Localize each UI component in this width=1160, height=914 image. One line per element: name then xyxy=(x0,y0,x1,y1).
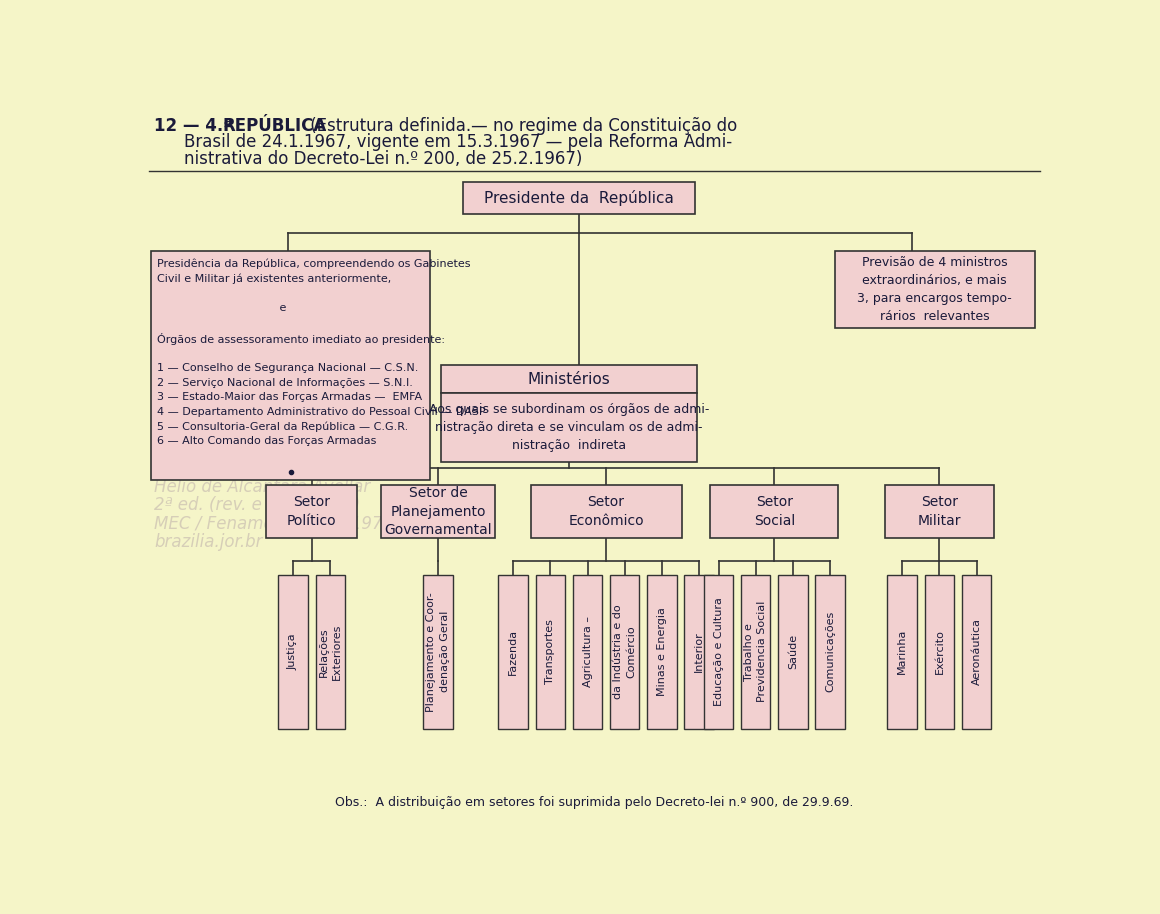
Text: brazilia.jor.br: brazilia.jor.br xyxy=(154,533,263,551)
Bar xyxy=(885,485,994,537)
Text: Aeronáutica: Aeronáutica xyxy=(972,618,981,686)
Text: Fazenda: Fazenda xyxy=(508,629,519,675)
Text: Educação e Cultura: Educação e Cultura xyxy=(713,598,724,707)
Bar xyxy=(704,575,733,728)
Text: Setor
Social: Setor Social xyxy=(754,495,795,527)
Bar xyxy=(684,575,713,728)
Text: Presidência da República, compreendendo os Gabinetes
Civil e Militar já existent: Presidência da República, compreendendo … xyxy=(158,259,486,446)
Text: Justiça: Justiça xyxy=(288,633,298,670)
Text: Brasil de 24.1.1967, vigente em 15.3.1967 — pela Reforma Admi-: Brasil de 24.1.1967, vigente em 15.3.196… xyxy=(183,133,732,151)
Bar xyxy=(962,575,992,728)
Bar xyxy=(278,575,307,728)
Bar xyxy=(530,485,682,537)
Bar xyxy=(423,575,452,728)
Text: Previsão de 4 ministros
extraordinários, e mais
3, para encargos tempo-
rários  : Previsão de 4 ministros extraordinários,… xyxy=(857,256,1012,323)
Bar xyxy=(741,575,770,728)
Text: Marinha: Marinha xyxy=(897,629,907,675)
Text: Comunicações: Comunicações xyxy=(825,611,835,693)
Bar xyxy=(463,182,695,215)
Bar xyxy=(499,575,528,728)
Text: nistrativa do Decreto-Lei n.º 200, de 25.2.1967): nistrativa do Decreto-Lei n.º 200, de 25… xyxy=(183,150,582,168)
Text: Setor
Econômico: Setor Econômico xyxy=(568,495,644,527)
Text: Interior: Interior xyxy=(694,632,704,672)
Text: Setor
Militar: Setor Militar xyxy=(918,495,962,527)
Bar xyxy=(441,366,697,393)
Text: da Indústria e do
Comércio: da Indústria e do Comércio xyxy=(614,604,637,699)
Text: e Econômica do Brasil: e Econômica do Brasil xyxy=(154,459,338,477)
Text: Presidente da  República: Presidente da República xyxy=(484,190,674,207)
Bar xyxy=(151,250,430,480)
Bar xyxy=(536,575,565,728)
Text: Exército: Exército xyxy=(934,630,944,675)
Text: Obs.:  A distribuição em setores foi suprimida pelo Decreto-lei n.º 900, de 29.9: Obs.: A distribuição em setores foi supr… xyxy=(335,796,854,809)
Text: Hélio de Alcântara Avellar: Hélio de Alcântara Avellar xyxy=(154,478,370,495)
Bar xyxy=(925,575,954,728)
Text: Saúde: Saúde xyxy=(788,634,798,669)
Text: História Administrativa: História Administrativa xyxy=(154,441,345,459)
Bar xyxy=(835,250,1035,327)
Bar xyxy=(573,575,602,728)
Bar xyxy=(710,485,839,537)
Text: Agricultura –: Agricultura – xyxy=(582,616,593,687)
Bar xyxy=(441,393,697,462)
Text: Setor de
Planejamento
Governamental: Setor de Planejamento Governamental xyxy=(384,486,492,537)
Bar xyxy=(778,575,807,728)
Bar xyxy=(815,575,844,728)
Text: Ministérios: Ministérios xyxy=(528,372,610,387)
Text: Minas e Energia: Minas e Energia xyxy=(657,607,667,696)
Text: Planejamento e Coor-
denação Geral: Planejamento e Coor- denação Geral xyxy=(427,592,450,712)
Text: REPÚBLICA: REPÚBLICA xyxy=(223,117,327,135)
Text: Aos quais se subordinam os órgãos de admi-
nistração direta e se vinculam os de : Aos quais se subordinam os órgãos de adm… xyxy=(429,403,709,452)
Text: 2ª ed. (rev. e atualizada): 2ª ed. (rev. e atualizada) xyxy=(154,496,361,515)
Bar xyxy=(266,485,357,537)
Text: Relações
Exteriores: Relações Exteriores xyxy=(319,623,342,680)
Text: Trabalho e
Previdencia Social: Trabalho e Previdencia Social xyxy=(744,601,767,703)
Text: Transportes: Transportes xyxy=(545,620,556,685)
Text: MEC / Fename, Brasília 1976: MEC / Fename, Brasília 1976 xyxy=(154,515,393,533)
Text: Setor
Político: Setor Político xyxy=(287,495,336,527)
Bar xyxy=(887,575,916,728)
Bar xyxy=(610,575,639,728)
Bar xyxy=(647,575,676,728)
Text: 12 — 4.ª: 12 — 4.ª xyxy=(154,117,245,135)
Text: (Estrutura definida.— no regime da Constituição do: (Estrutura definida.— no regime da Const… xyxy=(305,117,737,135)
Bar xyxy=(316,575,345,728)
Bar xyxy=(380,485,495,537)
